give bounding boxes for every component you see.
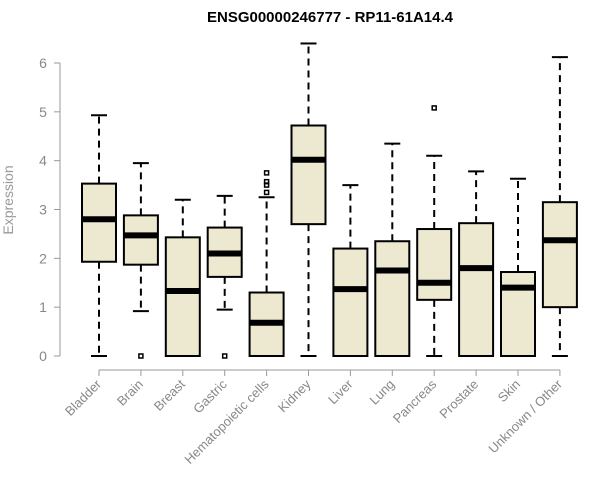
y-tick-label: 4 [39, 153, 47, 169]
y-tick-label: 6 [39, 55, 47, 71]
x-tick-label: Lung [366, 377, 397, 408]
iqr-box [290, 124, 327, 226]
box-brain [122, 162, 159, 359]
box-bladder [81, 114, 117, 357]
outlier-point [263, 170, 270, 176]
iqr-box [164, 236, 201, 358]
box-breast [164, 198, 201, 358]
box-gastric [206, 194, 243, 359]
y-tick-label: 3 [39, 202, 47, 218]
outlier-point [138, 353, 144, 359]
x-tick-label: Pancreas [390, 376, 440, 426]
chart-title: ENSG00000246777 - RP11-61A14.4 [207, 9, 454, 26]
y-axis: 0 1 2 3 4 5 6 [39, 55, 61, 364]
x-tick-label: Unknown / Other [485, 376, 565, 456]
outlier-point [263, 189, 270, 196]
x-tick-label: Breast [151, 376, 188, 413]
x-tick-label: Gastric [190, 376, 230, 416]
outlier-point [221, 353, 228, 359]
box-unknown-other [541, 56, 578, 357]
box-lung [374, 142, 411, 357]
iqr-box [374, 240, 411, 357]
x-tick-label: Bladder [62, 376, 105, 419]
y-tick-label: 2 [39, 250, 47, 266]
iqr-box [541, 201, 578, 309]
y-tick-label: 5 [39, 104, 47, 120]
iqr-box [122, 214, 159, 266]
x-tick-label: Kidney [275, 376, 314, 415]
iqr-box [81, 182, 117, 263]
box-liver [332, 184, 369, 357]
box-kidney [290, 42, 327, 357]
iqr-box [332, 247, 369, 357]
x-tick-label: Brain [114, 377, 146, 409]
x-tick-label: Skin [495, 377, 523, 405]
boxes-group [81, 42, 578, 359]
x-tick-label: Prostate [436, 377, 481, 422]
y-tick-label: 0 [39, 348, 47, 364]
outlier-point [431, 105, 437, 111]
x-tick-label: Liver [325, 376, 356, 407]
outlier-point [263, 178, 270, 185]
box-prostate [458, 170, 495, 357]
iqr-box [458, 222, 495, 357]
box-hematopoietic-cells [248, 170, 285, 357]
iqr-box [416, 228, 453, 301]
y-tick-label: 1 [39, 299, 47, 315]
box-skin [500, 177, 536, 357]
y-axis-label: Expression [0, 165, 16, 234]
box-pancreas [416, 105, 453, 357]
iqr-box [500, 271, 536, 357]
